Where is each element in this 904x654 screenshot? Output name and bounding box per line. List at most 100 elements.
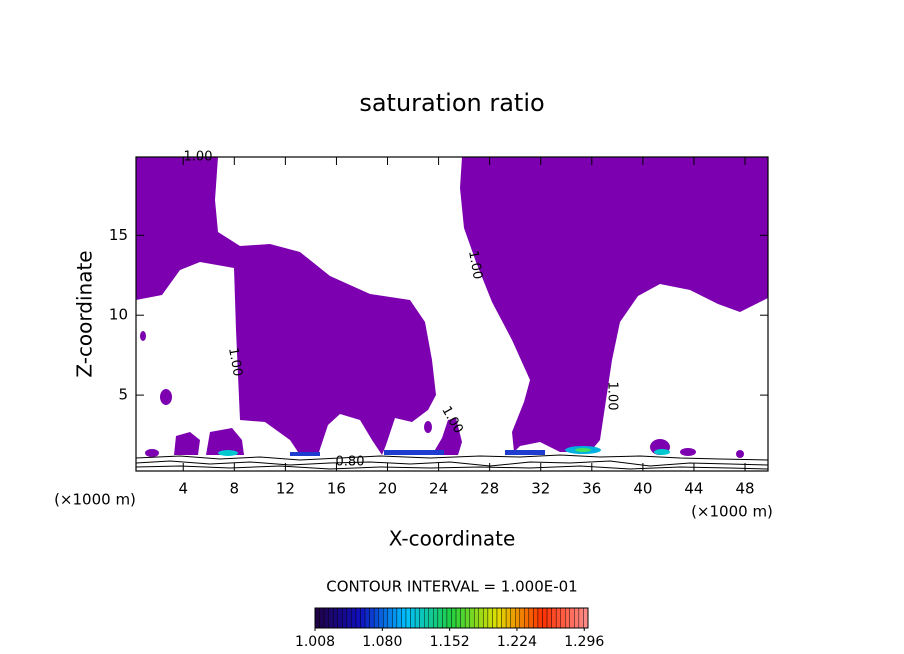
region xyxy=(736,450,744,458)
colorbar-cell xyxy=(333,607,338,629)
x-unit-label: (×1000 m) xyxy=(54,491,136,509)
colorbar-cell xyxy=(487,607,493,629)
hotspot xyxy=(290,452,320,456)
colorbar-cell xyxy=(542,607,548,629)
colorbar-cell xyxy=(401,607,407,629)
colorbar-cell xyxy=(474,607,480,629)
region xyxy=(174,432,200,455)
x-tick-label: 40 xyxy=(633,480,652,498)
colorbar-cell xyxy=(560,607,566,629)
colorbar-cell xyxy=(364,607,370,629)
contour-line xyxy=(135,454,769,461)
colorbar-frame xyxy=(314,607,589,629)
region xyxy=(680,448,696,456)
colorbar-cell xyxy=(505,607,511,629)
colorbar-cell xyxy=(546,607,552,629)
colorbar-cell xyxy=(555,607,561,629)
colorbar-cell xyxy=(510,607,516,629)
colorbar-tick-label: 1.080 xyxy=(362,634,402,650)
colorbar-cell xyxy=(387,607,393,629)
region xyxy=(460,157,768,452)
colorbar-cell xyxy=(328,607,334,629)
contour-interval: CONTOUR INTERVAL = 1.000E-01 xyxy=(326,578,577,596)
colorbar-cell xyxy=(537,607,543,629)
colorbar-cell xyxy=(396,607,402,629)
colorbar-cell xyxy=(583,607,589,629)
x-tick-label: 36 xyxy=(582,480,601,498)
colorbar-cell xyxy=(355,607,361,629)
colorbar-cell xyxy=(483,607,489,629)
x-tick-label: 28 xyxy=(480,480,499,498)
x-tick-label: 20 xyxy=(378,480,397,498)
colorbar-cell xyxy=(569,607,575,629)
contour-lines xyxy=(135,454,769,470)
colorbar-cell xyxy=(405,607,411,629)
hotspot xyxy=(505,450,545,455)
colorbar-cell xyxy=(528,607,534,629)
x-tick-label: 8 xyxy=(230,480,240,498)
x-tick-label: 44 xyxy=(684,480,703,498)
plot-frame xyxy=(135,156,769,472)
colorbar-cell xyxy=(515,607,520,629)
x-tick-label: 4 xyxy=(178,480,188,498)
x-tick-label: 12 xyxy=(276,480,295,498)
colorbar-cell xyxy=(551,607,557,629)
hotspots xyxy=(218,446,670,456)
hotspot xyxy=(575,448,591,452)
contour-label: 1.00 xyxy=(438,404,465,437)
region xyxy=(424,421,432,433)
contour-label: 0.80 xyxy=(336,455,365,470)
colorbar-cell xyxy=(455,607,461,629)
colorbar-cell xyxy=(414,607,420,629)
colorbar-cell xyxy=(342,607,348,629)
colorbar-cell xyxy=(442,607,448,629)
colorbar-cell xyxy=(419,607,425,629)
colorbar-cell xyxy=(460,607,466,629)
colorbar-cell xyxy=(478,607,484,629)
colorbar-cell xyxy=(319,607,325,629)
colorbar-cell xyxy=(410,607,416,629)
region xyxy=(206,428,244,455)
colorbar-cell xyxy=(519,607,525,629)
plot-regions xyxy=(136,157,768,458)
colorbar-cell xyxy=(373,607,379,629)
colorbar-cell xyxy=(533,607,539,629)
colorbar-cell xyxy=(496,607,502,629)
hotspot xyxy=(384,450,444,455)
colorbar-tick-label: 1.008 xyxy=(295,634,335,650)
y-axis-label: Z-coordinate xyxy=(73,250,97,377)
contour-label: 1.00 xyxy=(225,346,245,377)
colorbar-tick-label: 1.152 xyxy=(430,634,470,650)
x-tick-label: 32 xyxy=(531,480,550,498)
contour-line xyxy=(135,465,769,470)
x-axis-label: X-coordinate xyxy=(389,527,516,551)
colorbar-cell xyxy=(437,607,443,629)
y-tick-label: 15 xyxy=(109,226,128,244)
y-tick-label: 10 xyxy=(109,306,128,324)
x-tick-label: 48 xyxy=(735,480,754,498)
contour-label: 1.00 xyxy=(465,249,485,280)
colorbar-cell xyxy=(424,607,429,629)
colorbar-cell xyxy=(428,607,434,629)
colorbar-cell xyxy=(369,607,375,629)
colorbar-cell xyxy=(451,607,457,629)
x-tick-label: 24 xyxy=(429,480,448,498)
region xyxy=(136,157,462,455)
region xyxy=(160,389,172,405)
colorbar-cell xyxy=(464,607,470,629)
colorbar-cell xyxy=(433,607,439,629)
x-unit-label: (×1000 m) xyxy=(691,503,773,521)
colorbar-cell xyxy=(446,607,452,629)
x-tick-label: 16 xyxy=(327,480,346,498)
colorbar-cell xyxy=(314,607,320,629)
colorbar-cell xyxy=(337,607,343,629)
chart-title: saturation ratio xyxy=(359,89,544,117)
colorbar-cell xyxy=(323,607,329,629)
colorbar-cell xyxy=(378,607,384,629)
hotspot xyxy=(654,449,670,455)
colorbar-cell xyxy=(360,607,366,629)
contour-label: 1.00 xyxy=(184,150,213,165)
colorbar-cell xyxy=(578,607,584,629)
